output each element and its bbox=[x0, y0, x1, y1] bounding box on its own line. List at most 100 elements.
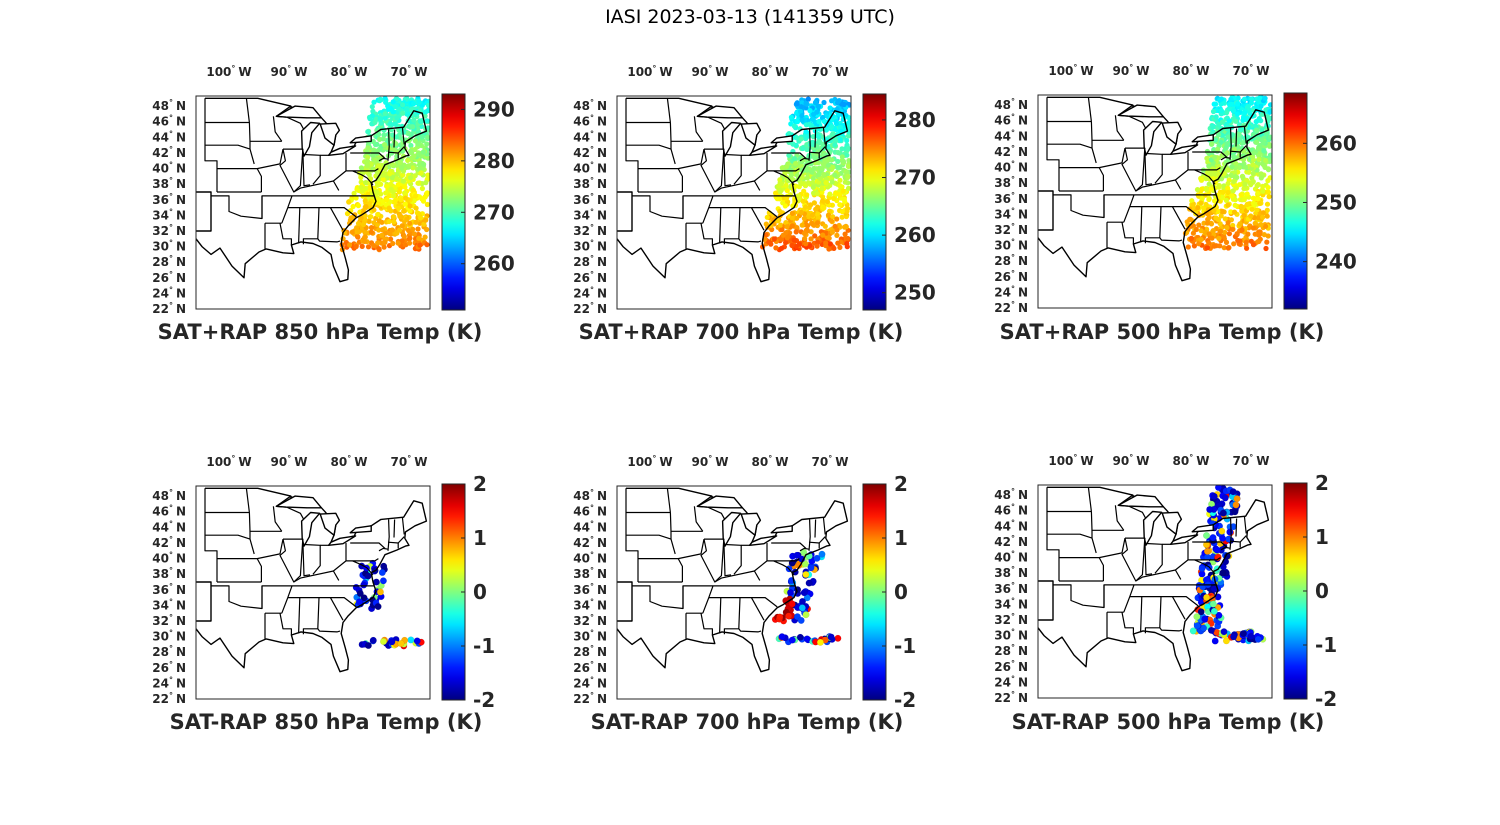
lat-tick-label: 46° N bbox=[152, 504, 186, 519]
data-point bbox=[378, 568, 386, 576]
great-lake bbox=[721, 121, 742, 157]
state-border bbox=[211, 195, 292, 220]
data-point bbox=[825, 162, 832, 168]
data-point bbox=[820, 198, 826, 204]
degree-sign: ° bbox=[590, 519, 594, 528]
degree-sign: ° bbox=[169, 207, 173, 216]
lat-tick-dir: N bbox=[1018, 597, 1028, 611]
lat-tick-label: 36° N bbox=[152, 192, 186, 207]
degree-sign: ° bbox=[1011, 628, 1015, 637]
data-point bbox=[1243, 239, 1249, 245]
state-border bbox=[352, 170, 374, 186]
great-lake bbox=[1117, 104, 1165, 118]
lat-tick-deg: 24 bbox=[152, 676, 169, 690]
lat-tick-label: 44° N bbox=[994, 128, 1028, 143]
data-point bbox=[826, 235, 832, 241]
degree-sign: ° bbox=[287, 64, 291, 73]
lon-tick-dir: W bbox=[354, 455, 367, 469]
great-lake bbox=[740, 122, 762, 146]
lat-tick-deg: 44 bbox=[152, 520, 169, 534]
lat-tick-label: 34° N bbox=[152, 207, 186, 222]
data-point bbox=[1264, 207, 1270, 213]
data-point bbox=[777, 208, 783, 214]
data-point bbox=[1204, 245, 1210, 251]
data-point bbox=[370, 152, 376, 159]
lon-tick-dir: W bbox=[294, 65, 307, 79]
state-border bbox=[625, 98, 639, 192]
degree-sign: ° bbox=[347, 454, 351, 463]
data-point bbox=[405, 130, 411, 136]
lat-tick-dir: N bbox=[176, 146, 186, 160]
data-point bbox=[346, 199, 352, 205]
map-panel: 100° W 90° W 80° W 70° W 48° N 46° N 44° N 42° N 40° N 38°… bbox=[120, 450, 540, 750]
lat-tick-deg: 28 bbox=[152, 645, 169, 659]
data-point bbox=[810, 184, 816, 190]
data-point bbox=[411, 101, 417, 107]
data-point bbox=[371, 220, 377, 226]
lat-tick-deg: 36 bbox=[152, 583, 169, 597]
data-point bbox=[363, 204, 369, 210]
data-point bbox=[390, 240, 396, 247]
data-point bbox=[415, 231, 421, 238]
data-point bbox=[394, 176, 400, 182]
map-panel: 100° W 90° W 80° W 70° W 48° N 46° N 44° N 42° N 40° N 38°… bbox=[541, 450, 961, 750]
lat-tick-dir: N bbox=[1018, 691, 1028, 705]
data-point bbox=[845, 163, 851, 169]
lon-tick-deg: 90 bbox=[271, 65, 288, 79]
data-point bbox=[800, 145, 806, 152]
state-border bbox=[723, 597, 741, 635]
data-point bbox=[386, 193, 392, 199]
state-border bbox=[248, 512, 282, 532]
data-point bbox=[363, 180, 369, 186]
great-lake bbox=[275, 495, 323, 509]
data-point bbox=[798, 181, 804, 187]
lat-tick-deg: 46 bbox=[152, 115, 169, 129]
degree-sign: ° bbox=[828, 64, 832, 73]
data-point bbox=[798, 104, 804, 110]
state-border bbox=[799, 547, 810, 552]
degree-sign: ° bbox=[590, 270, 594, 279]
data-point bbox=[843, 224, 849, 230]
data-point bbox=[801, 188, 807, 194]
lat-tick-dir: N bbox=[1018, 254, 1028, 268]
great-lake bbox=[748, 145, 778, 156]
lat-tick-dir: N bbox=[176, 286, 186, 300]
lat-tick-label: 24° N bbox=[573, 285, 607, 300]
data-point bbox=[803, 594, 811, 602]
data-point bbox=[793, 229, 799, 235]
data-point bbox=[410, 165, 416, 171]
data-point bbox=[844, 241, 850, 247]
data-point bbox=[407, 235, 413, 241]
data-point bbox=[764, 214, 770, 220]
lat-tick-dir: N bbox=[597, 115, 607, 129]
data-point bbox=[1266, 194, 1272, 200]
lon-tick-deg: 70 bbox=[1233, 64, 1250, 78]
data-point bbox=[830, 164, 836, 170]
data-point bbox=[1215, 611, 1223, 619]
data-point bbox=[400, 102, 406, 108]
data-point bbox=[804, 192, 810, 198]
data-point bbox=[1214, 554, 1222, 562]
colorbar-tick-label: 1 bbox=[1315, 525, 1329, 549]
lat-tick-label: 42° N bbox=[152, 535, 186, 550]
data-point bbox=[392, 199, 398, 205]
data-point bbox=[1190, 230, 1196, 236]
data-point bbox=[396, 189, 402, 195]
data-point bbox=[801, 230, 807, 236]
data-point bbox=[784, 224, 790, 230]
degree-sign: ° bbox=[169, 582, 173, 591]
lat-tick-label: 28° N bbox=[573, 644, 607, 659]
state-border bbox=[719, 597, 722, 634]
data-point bbox=[1198, 564, 1206, 572]
data-point bbox=[1262, 163, 1268, 170]
lat-tick-label: 40° N bbox=[152, 161, 186, 176]
data-point bbox=[813, 554, 821, 562]
data-point bbox=[1254, 183, 1260, 189]
lat-tick-dir: N bbox=[1018, 192, 1028, 206]
data-point bbox=[774, 196, 780, 202]
data-point bbox=[794, 119, 801, 125]
data-point bbox=[353, 243, 359, 250]
lat-tick-label: 32° N bbox=[152, 223, 186, 238]
data-point bbox=[791, 156, 797, 162]
data-point bbox=[396, 205, 402, 211]
